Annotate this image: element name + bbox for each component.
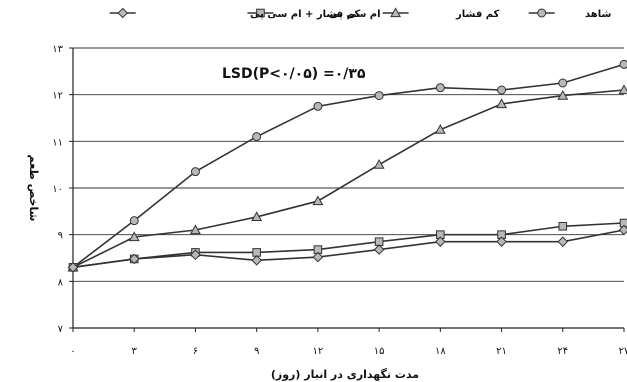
data-point [373, 244, 385, 255]
data-point [312, 251, 324, 263]
series-triangle [67, 84, 627, 272]
x-tick-label: ۱۲ [313, 346, 324, 357]
y-tick-label: ۹ [58, 231, 63, 242]
data-point [190, 167, 200, 177]
legend-swatch-marker [537, 8, 547, 18]
x-tick-label: ۲۴ [557, 346, 568, 357]
x-tick-label: ۲۱ [496, 346, 507, 357]
y-tick-label: ۸ [58, 277, 64, 288]
legend-label: کم فشار [455, 9, 500, 20]
legend-item: کم فشار + ام سی پی [109, 7, 360, 20]
data-point [619, 59, 627, 69]
data-point [496, 236, 507, 247]
grid [73, 47, 624, 282]
y-tick-label: ۱۰ [52, 184, 63, 195]
data-point [557, 236, 569, 247]
series-line [72, 89, 625, 269]
x-tick-label: ۲۷ [619, 346, 627, 357]
legend-swatch-marker [117, 7, 129, 19]
series-line [72, 222, 625, 269]
data-point [373, 159, 385, 169]
series-circle [68, 59, 627, 272]
legend-label: کم فشار + ام سی پی [250, 9, 360, 20]
x-tick-label: ۰ [70, 346, 75, 357]
data-point [557, 89, 569, 100]
legend-item: ام سی پی [247, 8, 381, 20]
data-point [129, 216, 139, 226]
data-point [618, 224, 627, 236]
data-point [67, 262, 79, 273]
data-point [251, 255, 262, 266]
data-point [435, 83, 445, 93]
data-point [618, 84, 627, 95]
x-tick-label: ۹ [254, 346, 259, 357]
data-point [374, 91, 384, 101]
series-line [72, 63, 625, 268]
legend-label: شاهد [585, 9, 611, 20]
data-point [189, 224, 201, 235]
legend-swatch-marker [390, 7, 402, 18]
lsd-annotation: LSD(P<۰/۰۵) =۰/۳۵ [222, 66, 366, 82]
x-axis-title: مدت نگهداری در انبار (روز) [271, 368, 419, 381]
data-point [558, 221, 568, 231]
x-ticks: ۰ ۳ ۶ ۹ ۱۲ ۱۵ ۱۸ ۲۱ ۲۴ ۲۷ [70, 328, 627, 357]
data-point [435, 236, 446, 247]
y-tick-label: ۱۱ [52, 137, 63, 148]
x-tick-label: ۳ [132, 346, 138, 357]
x-tick-label: ۶ [193, 346, 198, 357]
legend-item: شاهد [528, 8, 611, 20]
data-point [128, 253, 140, 265]
data-point [558, 78, 568, 88]
data-point [251, 211, 263, 222]
data-point [128, 231, 140, 242]
series-group [67, 59, 627, 273]
x-tick-label: ۱۵ [374, 346, 385, 357]
data-point [190, 249, 201, 261]
data-point [252, 132, 262, 142]
legend-swatch-marker [256, 8, 265, 18]
y-tick-label: ۱۳ [52, 44, 63, 55]
series-line [72, 229, 625, 269]
legend-label: ام سی پی [329, 9, 381, 20]
legend-item: کم فشار [382, 7, 500, 20]
data-point [434, 124, 446, 134]
y-axis-title: شاخص طعم [27, 155, 40, 222]
data-point [496, 98, 508, 109]
data-point [312, 195, 324, 206]
y-tick-label: ۱۲ [52, 91, 63, 102]
series-square [68, 218, 627, 272]
y-tick-label: ۷ [58, 324, 64, 335]
data-point [497, 85, 507, 95]
data-point [313, 101, 323, 111]
x-tick-label: ۱۸ [435, 346, 446, 357]
series-diamond [67, 224, 627, 273]
y-ticks: ۷ ۸ ۹ ۱۰ ۱۱ ۱۲ ۱۳ [52, 44, 73, 335]
